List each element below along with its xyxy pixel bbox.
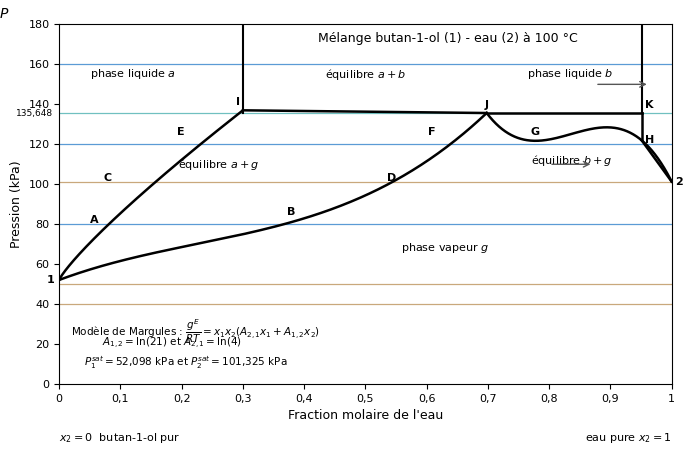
Text: G: G: [531, 127, 540, 137]
Text: Modèle de Margules : $\dfrac{g^E}{RT} = x_1 x_2 (A_{2,1} x_1 + A_{1,2} x_2)$: Modèle de Margules : $\dfrac{g^E}{RT} = …: [72, 318, 320, 345]
Text: D: D: [387, 173, 396, 183]
Text: phase liquide $a$: phase liquide $a$: [90, 68, 176, 81]
Text: phase vapeur $g$: phase vapeur $g$: [401, 241, 489, 255]
Text: phase liquide $b$: phase liquide $b$: [527, 68, 614, 81]
X-axis label: Fraction molaire de l'eau: Fraction molaire de l'eau: [288, 410, 443, 422]
Text: C: C: [103, 173, 111, 183]
Text: équilibre $a + b$: équilibre $a + b$: [325, 67, 406, 82]
Text: F: F: [429, 127, 436, 137]
Text: H: H: [645, 135, 654, 145]
Text: équilibre $b + g$: équilibre $b + g$: [531, 153, 613, 168]
Text: Mélange butan-1-ol (1) - eau (2) à 100 °C: Mélange butan-1-ol (1) - eau (2) à 100 °…: [318, 32, 578, 45]
Text: P: P: [0, 7, 8, 21]
Text: équilibre $a + g$: équilibre $a + g$: [178, 157, 259, 172]
Text: E: E: [177, 127, 185, 137]
Text: eau pure $x_2 = 1$: eau pure $x_2 = 1$: [585, 431, 672, 445]
Text: 135,648: 135,648: [16, 108, 53, 117]
Text: $A_{1,2} = \ln(21)$ et $A_{2,1} = \ln(4)$: $A_{1,2} = \ln(21)$ et $A_{2,1} = \ln(4)…: [102, 336, 242, 351]
Text: 2: 2: [675, 176, 682, 187]
Text: K: K: [645, 100, 653, 110]
Text: J: J: [484, 100, 489, 110]
Text: 1: 1: [47, 275, 54, 285]
Text: I: I: [236, 97, 240, 107]
Text: B: B: [287, 207, 295, 217]
Text: $x_2 = 0$  butan-1-ol pur: $x_2 = 0$ butan-1-ol pur: [59, 431, 181, 445]
Y-axis label: Pression (kPa): Pression (kPa): [10, 160, 23, 248]
Text: $P_1^{sat} = 52{,}098\ \mathrm{kPa}$ et $P_2^{sat} = 101{,}325\ \mathrm{kPa}$: $P_1^{sat} = 52{,}098\ \mathrm{kPa}$ et …: [83, 354, 287, 371]
Text: A: A: [90, 215, 99, 225]
